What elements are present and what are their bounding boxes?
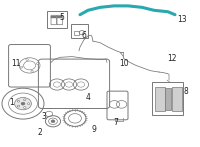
Text: 10: 10 — [119, 59, 129, 68]
Bar — [51, 16, 56, 18]
Bar — [47, 11, 67, 28]
Text: 6: 6 — [82, 31, 86, 40]
Bar — [57, 16, 62, 18]
Circle shape — [36, 63, 39, 65]
Text: 2: 2 — [38, 128, 42, 137]
Circle shape — [24, 107, 26, 108]
Text: 13: 13 — [177, 15, 187, 24]
Circle shape — [20, 66, 23, 68]
Circle shape — [27, 103, 30, 105]
Text: 9: 9 — [92, 125, 96, 134]
Bar — [152, 82, 183, 115]
Circle shape — [15, 97, 31, 110]
Bar — [71, 24, 88, 38]
Circle shape — [24, 99, 26, 101]
Text: 8: 8 — [184, 87, 188, 96]
Bar — [165, 88, 171, 110]
Circle shape — [31, 70, 33, 72]
Text: 3: 3 — [42, 112, 46, 121]
Text: 1: 1 — [10, 98, 14, 107]
Text: 7: 7 — [114, 117, 118, 127]
Circle shape — [17, 100, 20, 102]
Text: 5: 5 — [60, 13, 64, 22]
Circle shape — [26, 59, 28, 60]
Text: 4: 4 — [86, 92, 90, 102]
Circle shape — [17, 105, 20, 107]
Text: 11: 11 — [11, 59, 21, 68]
Circle shape — [21, 102, 25, 105]
Circle shape — [51, 120, 55, 123]
Bar — [74, 31, 79, 35]
Bar — [172, 87, 182, 111]
Text: 12: 12 — [167, 54, 177, 63]
Bar — [155, 87, 165, 111]
